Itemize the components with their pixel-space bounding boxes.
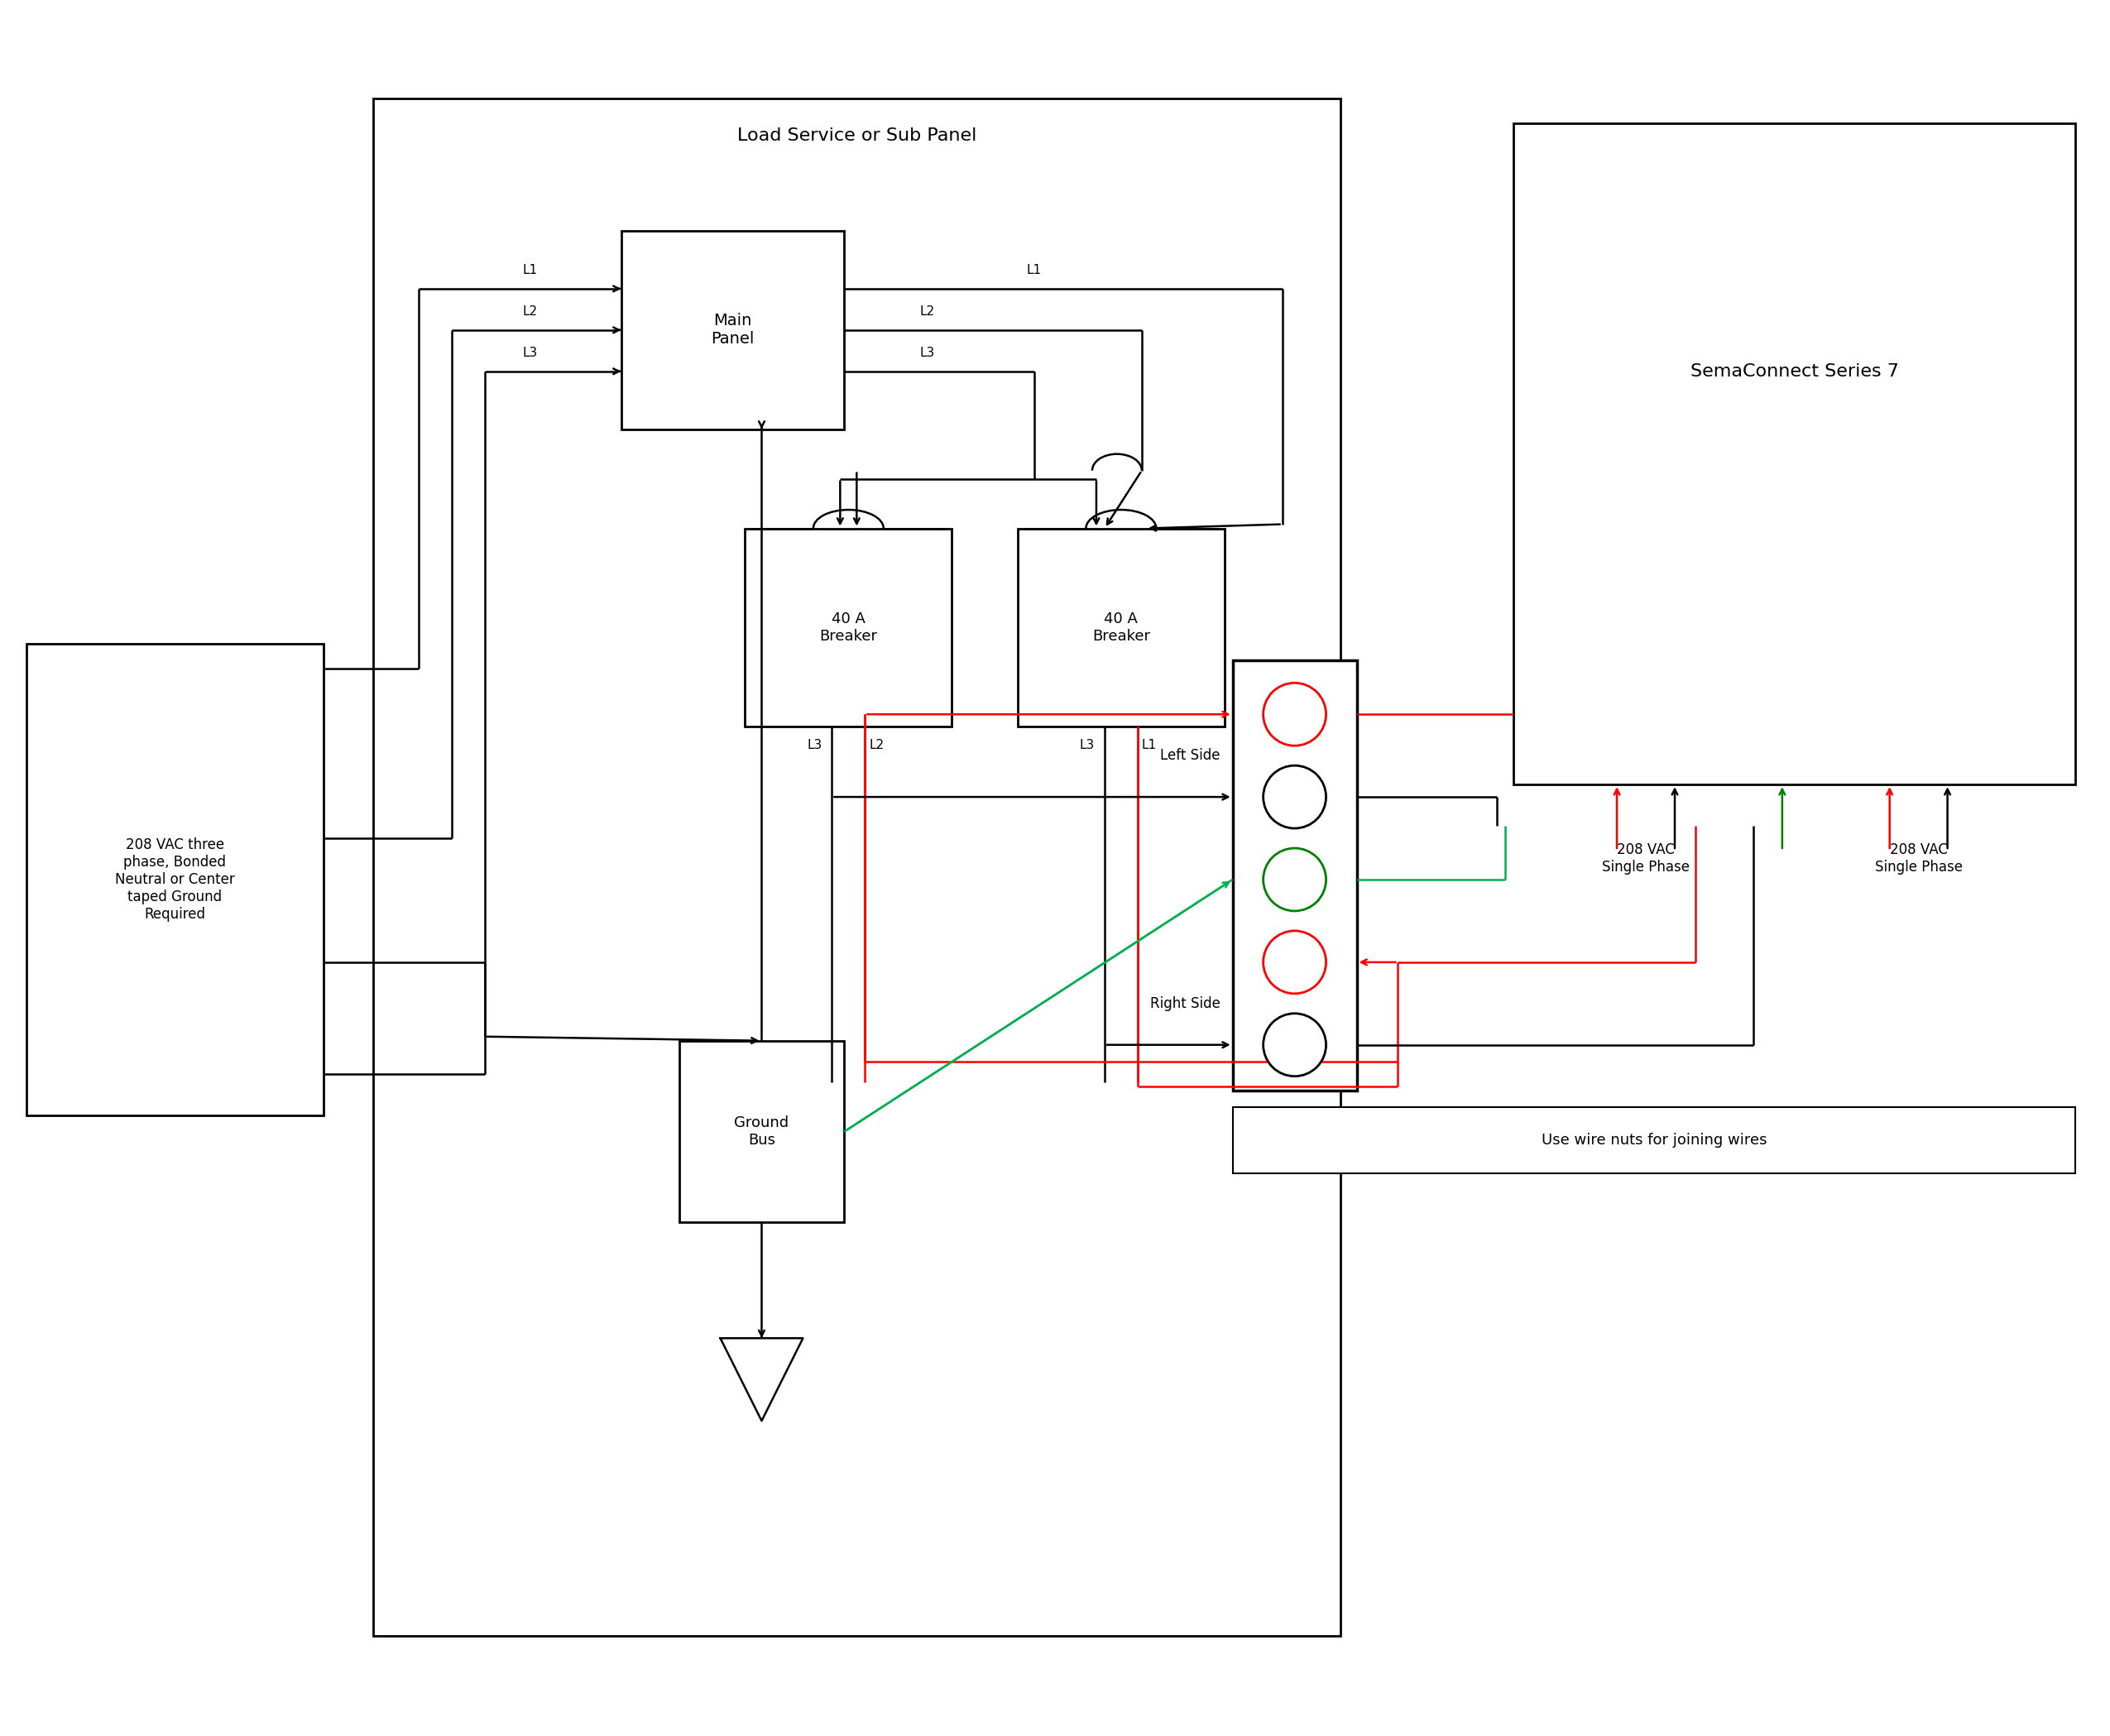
Text: Load Service or Sub Panel: Load Service or Sub Panel: [736, 127, 977, 144]
Text: Main
Panel: Main Panel: [711, 312, 755, 347]
Text: 208 VAC
Single Phase: 208 VAC Single Phase: [1601, 842, 1690, 875]
Bar: [1017, 528, 1224, 727]
Text: Ground
Bus: Ground Bus: [734, 1116, 789, 1147]
Text: L2: L2: [523, 306, 538, 318]
Text: L3: L3: [1080, 740, 1095, 752]
Circle shape: [1264, 682, 1325, 746]
Circle shape: [1264, 766, 1325, 828]
Text: Use wire nuts for joining wires: Use wire nuts for joining wires: [1542, 1132, 1766, 1147]
Text: L1: L1: [1142, 740, 1156, 752]
Bar: [1232, 661, 1357, 1090]
Text: 208 VAC three
phase, Bonded
Neutral or Center
taped Ground
Required: 208 VAC three phase, Bonded Neutral or C…: [116, 838, 234, 922]
Circle shape: [1264, 1014, 1325, 1076]
Circle shape: [1264, 930, 1325, 993]
Bar: [745, 528, 952, 727]
Text: L3: L3: [806, 740, 823, 752]
Text: 208 VAC
Single Phase: 208 VAC Single Phase: [1874, 842, 1962, 875]
Text: L2: L2: [869, 740, 884, 752]
Text: L3: L3: [920, 347, 935, 359]
Text: L1: L1: [523, 264, 538, 276]
Text: 40 A
Breaker: 40 A Breaker: [1093, 611, 1150, 644]
Bar: [620, 231, 844, 429]
Text: 40 A
Breaker: 40 A Breaker: [819, 611, 878, 644]
Text: L2: L2: [920, 306, 935, 318]
Text: SemaConnect Series 7: SemaConnect Series 7: [1690, 363, 1899, 380]
Text: Left Side: Left Side: [1160, 748, 1220, 764]
Bar: [1232, 1108, 2076, 1174]
Text: Right Side: Right Side: [1150, 996, 1220, 1010]
Text: L1: L1: [1028, 264, 1042, 276]
Bar: [679, 1040, 844, 1222]
Bar: [25, 644, 323, 1115]
Text: L3: L3: [523, 347, 538, 359]
Bar: [373, 99, 1340, 1635]
Circle shape: [1264, 849, 1325, 911]
Bar: [1513, 123, 2076, 785]
